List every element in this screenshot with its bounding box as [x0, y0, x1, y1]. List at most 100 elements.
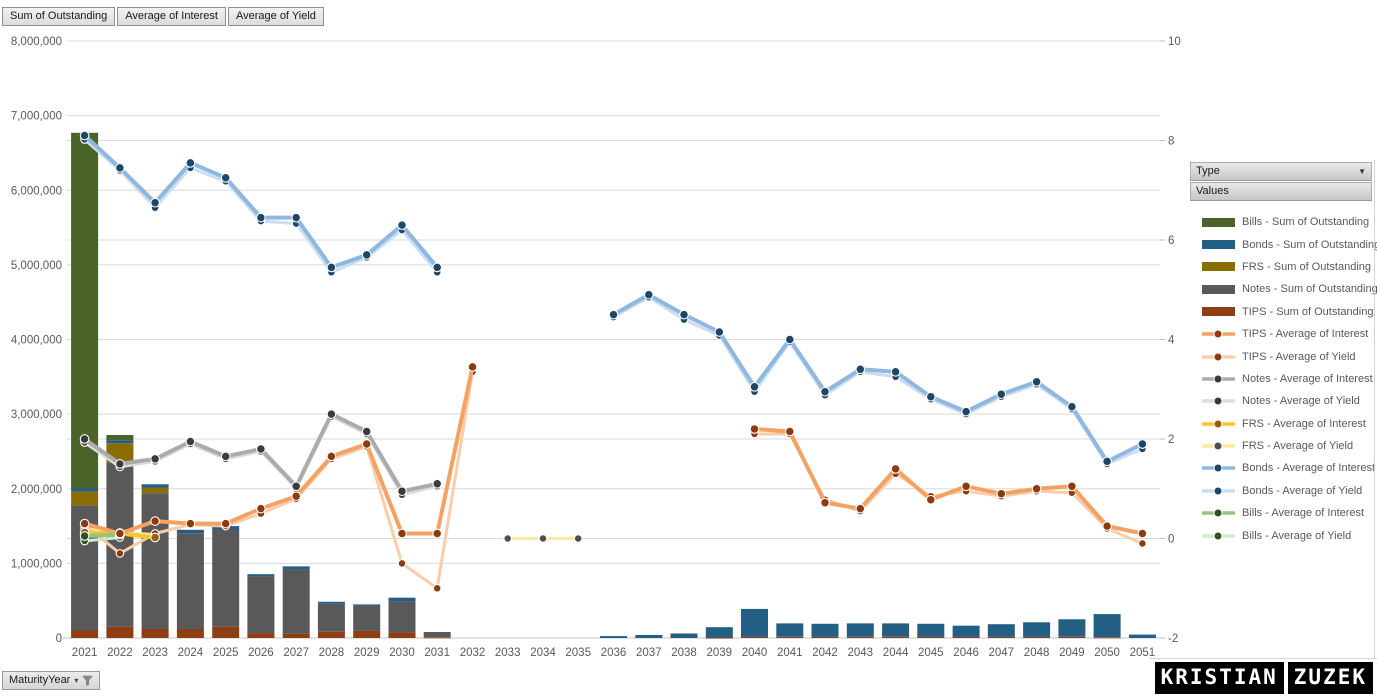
- legend-item[interactable]: Notes - Sum of Outstanding: [1190, 278, 1377, 300]
- bar-segment[interactable]: [776, 636, 804, 638]
- line-series[interactable]: [83, 138, 1144, 466]
- data-point-marker[interactable]: [1138, 539, 1147, 548]
- data-point-marker[interactable]: [397, 528, 407, 539]
- bar-segment[interactable]: [247, 633, 275, 638]
- bar-segment[interactable]: [106, 626, 134, 638]
- data-point-marker[interactable]: [256, 503, 266, 514]
- data-point-marker[interactable]: [925, 391, 936, 402]
- data-point-marker[interactable]: [432, 478, 443, 489]
- bar-segment[interactable]: [423, 632, 451, 638]
- data-point-marker[interactable]: [1137, 439, 1148, 449]
- bar-segment[interactable]: [423, 637, 451, 639]
- bar-segment[interactable]: [1023, 636, 1051, 638]
- data-point-marker[interactable]: [256, 212, 266, 223]
- data-point-marker[interactable]: [573, 534, 583, 543]
- legend-item[interactable]: TIPS - Sum of Outstanding: [1190, 301, 1373, 323]
- data-point-marker[interactable]: [291, 491, 302, 502]
- legend-item[interactable]: Bonds - Average of Yield: [1190, 480, 1372, 502]
- maturityyear-axis-field-button[interactable]: MaturityYear ▾: [2, 671, 101, 690]
- bar-segment[interactable]: [741, 608, 768, 637]
- bar-segment[interactable]: [317, 603, 345, 632]
- legend-item[interactable]: Bills - Average of Yield: [1190, 524, 1372, 546]
- data-point-marker[interactable]: [115, 528, 125, 539]
- data-point-marker[interactable]: [1031, 483, 1042, 494]
- legend-type-field-button[interactable]: Type ▼: [1190, 162, 1372, 181]
- data-point-marker[interactable]: [1102, 456, 1112, 467]
- bar-segment[interactable]: [776, 623, 804, 637]
- data-point-marker[interactable]: [220, 518, 231, 529]
- data-point-marker[interactable]: [361, 426, 372, 437]
- bar-segment[interactable]: [141, 484, 169, 488]
- bar-segment[interactable]: [71, 132, 99, 489]
- data-point-marker[interactable]: [996, 488, 1007, 499]
- bar-segment[interactable]: [247, 574, 275, 577]
- legend-item[interactable]: TIPS - Average of Yield: [1190, 345, 1372, 367]
- legend-values-header[interactable]: Values: [1190, 182, 1372, 201]
- data-point-marker[interactable]: [855, 503, 866, 514]
- data-point-marker[interactable]: [784, 426, 795, 437]
- bar-segment[interactable]: [635, 635, 663, 638]
- data-point-marker[interactable]: [890, 464, 901, 474]
- data-point-marker[interactable]: [467, 362, 478, 372]
- bar-segment[interactable]: [882, 623, 910, 637]
- bar-segment[interactable]: [952, 625, 980, 637]
- bar-segment[interactable]: [141, 629, 169, 638]
- bar-segment[interactable]: [141, 487, 169, 494]
- data-point-marker[interactable]: [432, 583, 442, 593]
- bar-segment[interactable]: [282, 633, 310, 638]
- legend-item[interactable]: FRS - Average of Yield: [1190, 435, 1372, 457]
- data-point-marker[interactable]: [256, 444, 266, 454]
- legend-item[interactable]: Notes - Average of Yield: [1190, 390, 1372, 412]
- bar-segment[interactable]: [952, 636, 980, 638]
- data-point-marker[interactable]: [150, 532, 160, 543]
- bar-segment[interactable]: [317, 631, 345, 638]
- line-series[interactable]: [82, 364, 1145, 536]
- bar-segment[interactable]: [353, 605, 381, 631]
- bar-segment[interactable]: [317, 601, 345, 604]
- bar-segment[interactable]: [71, 491, 99, 506]
- data-point-marker[interactable]: [925, 494, 936, 505]
- legend-item[interactable]: FRS - Sum of Outstanding: [1190, 256, 1372, 278]
- bar-segment[interactable]: [600, 636, 627, 638]
- data-point-marker[interactable]: [749, 381, 760, 392]
- bar-segment[interactable]: [987, 624, 1015, 637]
- legend-item[interactable]: Bonds - Average of Interest: [1190, 457, 1375, 479]
- bar-segment[interactable]: [705, 637, 733, 639]
- legend-item[interactable]: Bills - Sum of Outstanding: [1190, 211, 1372, 233]
- data-point-marker[interactable]: [784, 334, 795, 345]
- data-point-marker[interactable]: [538, 534, 548, 543]
- data-point-marker[interactable]: [115, 459, 125, 469]
- bar-segment[interactable]: [1093, 637, 1121, 639]
- field-button-sum-of-outstanding[interactable]: Sum of Outstanding: [2, 7, 116, 26]
- bar-segment[interactable]: [846, 623, 874, 637]
- data-point-marker[interactable]: [326, 451, 337, 462]
- data-point-marker[interactable]: [326, 262, 337, 273]
- data-point-marker[interactable]: [361, 250, 372, 260]
- data-point-marker[interactable]: [79, 130, 90, 141]
- data-point-marker[interactable]: [150, 454, 160, 464]
- field-button-average-of-yield[interactable]: Average of Yield: [227, 7, 324, 26]
- data-point-marker[interactable]: [996, 389, 1007, 400]
- bar-segment[interactable]: [247, 576, 275, 634]
- data-point-marker[interactable]: [291, 481, 302, 492]
- legend-item[interactable]: FRS - Average of Interest: [1190, 413, 1372, 435]
- bar-segment[interactable]: [282, 566, 310, 570]
- bar-segment[interactable]: [1128, 634, 1156, 638]
- bar-segment[interactable]: [176, 533, 204, 630]
- bar-segment[interactable]: [71, 630, 99, 639]
- bar-segment[interactable]: [882, 636, 910, 638]
- data-point-marker[interactable]: [1102, 521, 1112, 531]
- data-point-marker[interactable]: [115, 549, 125, 558]
- data-point-marker[interactable]: [397, 220, 407, 230]
- data-point-marker[interactable]: [714, 327, 725, 337]
- data-point-marker[interactable]: [890, 366, 901, 377]
- bar-segment[interactable]: [917, 623, 945, 637]
- data-point-marker[interactable]: [1067, 401, 1077, 412]
- bar-segment[interactable]: [741, 636, 768, 638]
- data-point-marker[interactable]: [432, 262, 443, 273]
- data-point-marker[interactable]: [961, 406, 971, 417]
- bar-segment[interactable]: [106, 440, 134, 444]
- bar-segment[interactable]: [1023, 622, 1051, 637]
- data-point-marker[interactable]: [361, 439, 372, 449]
- bar-segment[interactable]: [388, 632, 416, 638]
